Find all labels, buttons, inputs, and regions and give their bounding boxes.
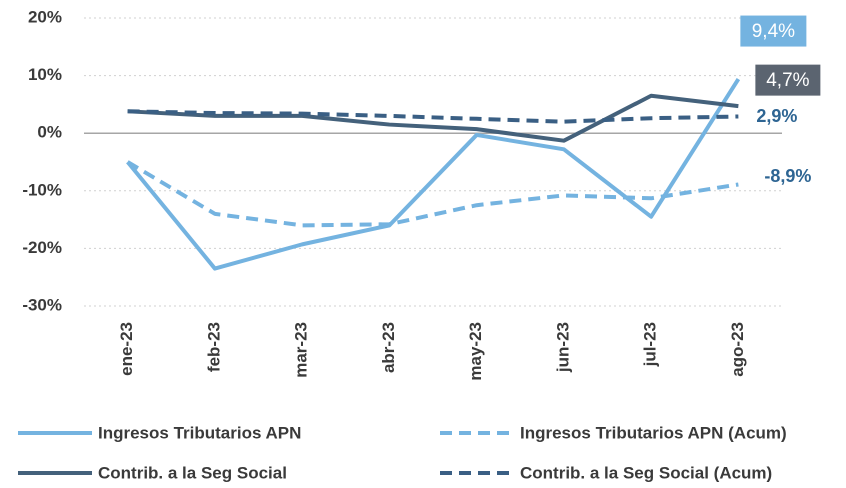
x-tick-label: ago-23 — [728, 322, 747, 377]
y-tick-label: 0% — [37, 123, 62, 142]
x-tick-label: mar-23 — [292, 322, 311, 378]
x-tick-label: ene-23 — [117, 322, 136, 376]
line-series — [126, 160, 739, 228]
legend-label: Ingresos Tributarios APN — [98, 423, 301, 442]
x-tick-label: jul-23 — [641, 322, 660, 367]
value-label-box — [755, 64, 821, 96]
y-tick-label: -30% — [22, 295, 62, 314]
x-tick-label: may-23 — [466, 322, 485, 381]
line-series — [127, 109, 739, 124]
legend-label: Contrib. a la Seg Social — [98, 463, 287, 482]
x-tick-label: abr-23 — [379, 322, 398, 373]
y-tick-label: 20% — [28, 7, 62, 26]
value-label: 2,9% — [756, 106, 797, 126]
value-label-box — [740, 15, 807, 47]
x-tick-label: feb-23 — [204, 322, 223, 372]
x-tick-label: jun-23 — [553, 322, 572, 373]
line-series — [127, 93, 739, 143]
y-tick-label: -20% — [22, 238, 62, 257]
legend-label: Contrib. a la Seg Social (Acum) — [520, 463, 772, 482]
value-label: 4,7% — [766, 70, 809, 91]
y-tick-label: -10% — [22, 180, 62, 199]
value-label: 9,4% — [752, 21, 795, 42]
line-series — [126, 77, 741, 271]
y-tick-label: 10% — [28, 65, 62, 84]
legend-label: Ingresos Tributarios APN (Acum) — [520, 423, 787, 442]
value-label: -8,9% — [764, 166, 811, 186]
